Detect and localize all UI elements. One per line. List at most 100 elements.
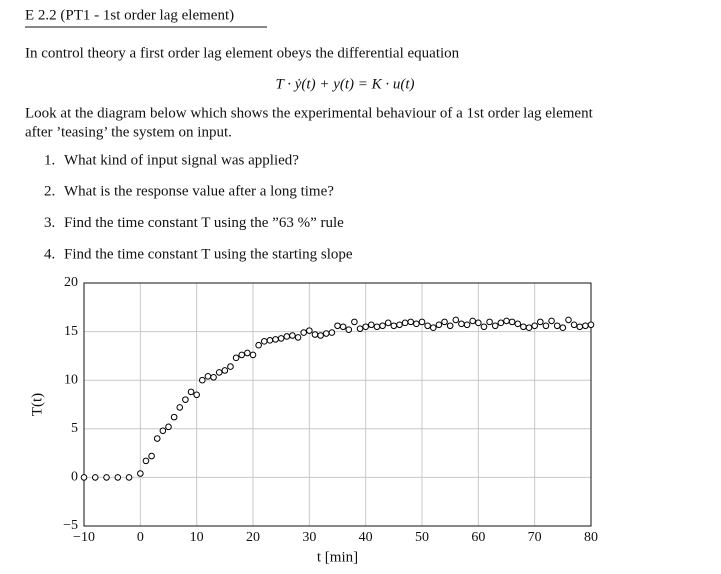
paragraph: after ’teasing’ the system on input.: [25, 124, 232, 140]
x-tick-label: 60: [471, 530, 485, 545]
data-point: [238, 351, 246, 359]
x-tick-label: 30: [302, 530, 316, 545]
x-tick-label: 80: [584, 530, 598, 545]
data-point: [142, 457, 150, 465]
x-tick-label: 20: [246, 530, 260, 545]
question-number: 2.: [44, 184, 55, 200]
data-point: [435, 321, 443, 329]
question-text: What kind of input signal was applied?: [64, 152, 299, 168]
paragraph: Look at the diagram below which shows th…: [25, 105, 594, 121]
data-point: [413, 320, 420, 328]
data-point: [266, 337, 274, 344]
data-point: [491, 322, 499, 330]
data-point: [159, 427, 167, 435]
data-point: [182, 396, 189, 403]
data-point: [356, 325, 364, 332]
data-point: [244, 349, 251, 357]
data-point: [317, 332, 324, 339]
x-tick-label: 50: [415, 530, 429, 545]
data-point: [441, 318, 448, 326]
data-point: [379, 322, 386, 330]
data-point: [153, 435, 161, 442]
data-point: [345, 326, 353, 333]
data-point: [311, 331, 319, 338]
data-point: [565, 316, 572, 324]
data-point: [125, 474, 133, 481]
data-point: [283, 333, 291, 340]
data-point: [300, 329, 308, 336]
data-point: [582, 322, 589, 330]
data-point: [469, 317, 477, 325]
data-point: [351, 318, 358, 326]
data-point: [475, 319, 482, 327]
x-tick-label: 70: [528, 530, 542, 545]
question-number: 1.: [44, 152, 55, 168]
data-point: [587, 321, 595, 329]
y-tick-label: 0: [71, 470, 78, 485]
y-axis-label: T(t): [29, 393, 45, 416]
data-point: [137, 470, 144, 477]
data-point: [176, 404, 184, 411]
question-number: 3.: [44, 215, 55, 231]
data-point: [255, 341, 262, 349]
data-point: [193, 391, 200, 399]
data-point: [508, 318, 516, 326]
x-axis-label: t [min]: [317, 549, 358, 565]
data-point: [103, 474, 110, 481]
data-point: [249, 351, 257, 359]
data-point: [384, 319, 392, 327]
data-point: [390, 322, 398, 330]
data-point: [322, 330, 330, 337]
question-text: Find the time constant T using the start…: [64, 246, 353, 262]
data-point: [294, 334, 302, 341]
paragraph: In control theory a first order lag elem…: [25, 45, 460, 61]
data-point: [114, 474, 122, 481]
data-point: [446, 322, 454, 330]
data-point: [576, 323, 584, 331]
data-point: [525, 324, 533, 332]
data-point: [232, 354, 240, 362]
data-point: [452, 316, 460, 324]
data-point: [418, 318, 426, 326]
x-tick-label: 40: [359, 530, 373, 545]
data-point: [514, 320, 522, 328]
title: E 2.2 (PT1 - 1st order lag element): [25, 7, 234, 23]
data-point: [362, 323, 369, 331]
question-text: Find the time constant T using the ”63 %…: [64, 215, 344, 231]
question-text: What is the response value after a long …: [64, 184, 334, 200]
data-point: [170, 413, 178, 421]
data-point: [401, 319, 409, 327]
data-point: [80, 474, 88, 481]
data-point: [570, 321, 578, 329]
data-point: [227, 363, 234, 370]
y-tick-label: 20: [64, 275, 78, 290]
data-point: [165, 423, 172, 431]
data-point: [497, 319, 505, 327]
data-point: [531, 322, 538, 330]
data-point: [407, 318, 415, 326]
data-point: [396, 321, 403, 329]
y-tick-label: 10: [64, 372, 78, 387]
data-point: [503, 317, 510, 325]
y-tick-label: 15: [64, 324, 78, 339]
y-tick-label: 5: [71, 421, 78, 436]
data-point: [463, 321, 471, 329]
data-point: [542, 322, 550, 330]
data-point: [148, 452, 155, 460]
data-point: [221, 367, 229, 374]
data-point: [306, 327, 313, 334]
data-point: [289, 332, 296, 339]
x-tick-label: 10: [190, 530, 204, 545]
y-tick-label: −5: [63, 518, 78, 533]
data-point: [553, 322, 561, 330]
data-point: [520, 323, 527, 331]
data-point: [215, 369, 223, 376]
data-point: [480, 323, 488, 331]
data-point: [210, 373, 217, 381]
data-point: [334, 322, 341, 330]
data-point: [339, 323, 347, 331]
plot-frame: [83, 282, 592, 527]
data-point: [559, 324, 567, 332]
data-point: [260, 338, 268, 345]
